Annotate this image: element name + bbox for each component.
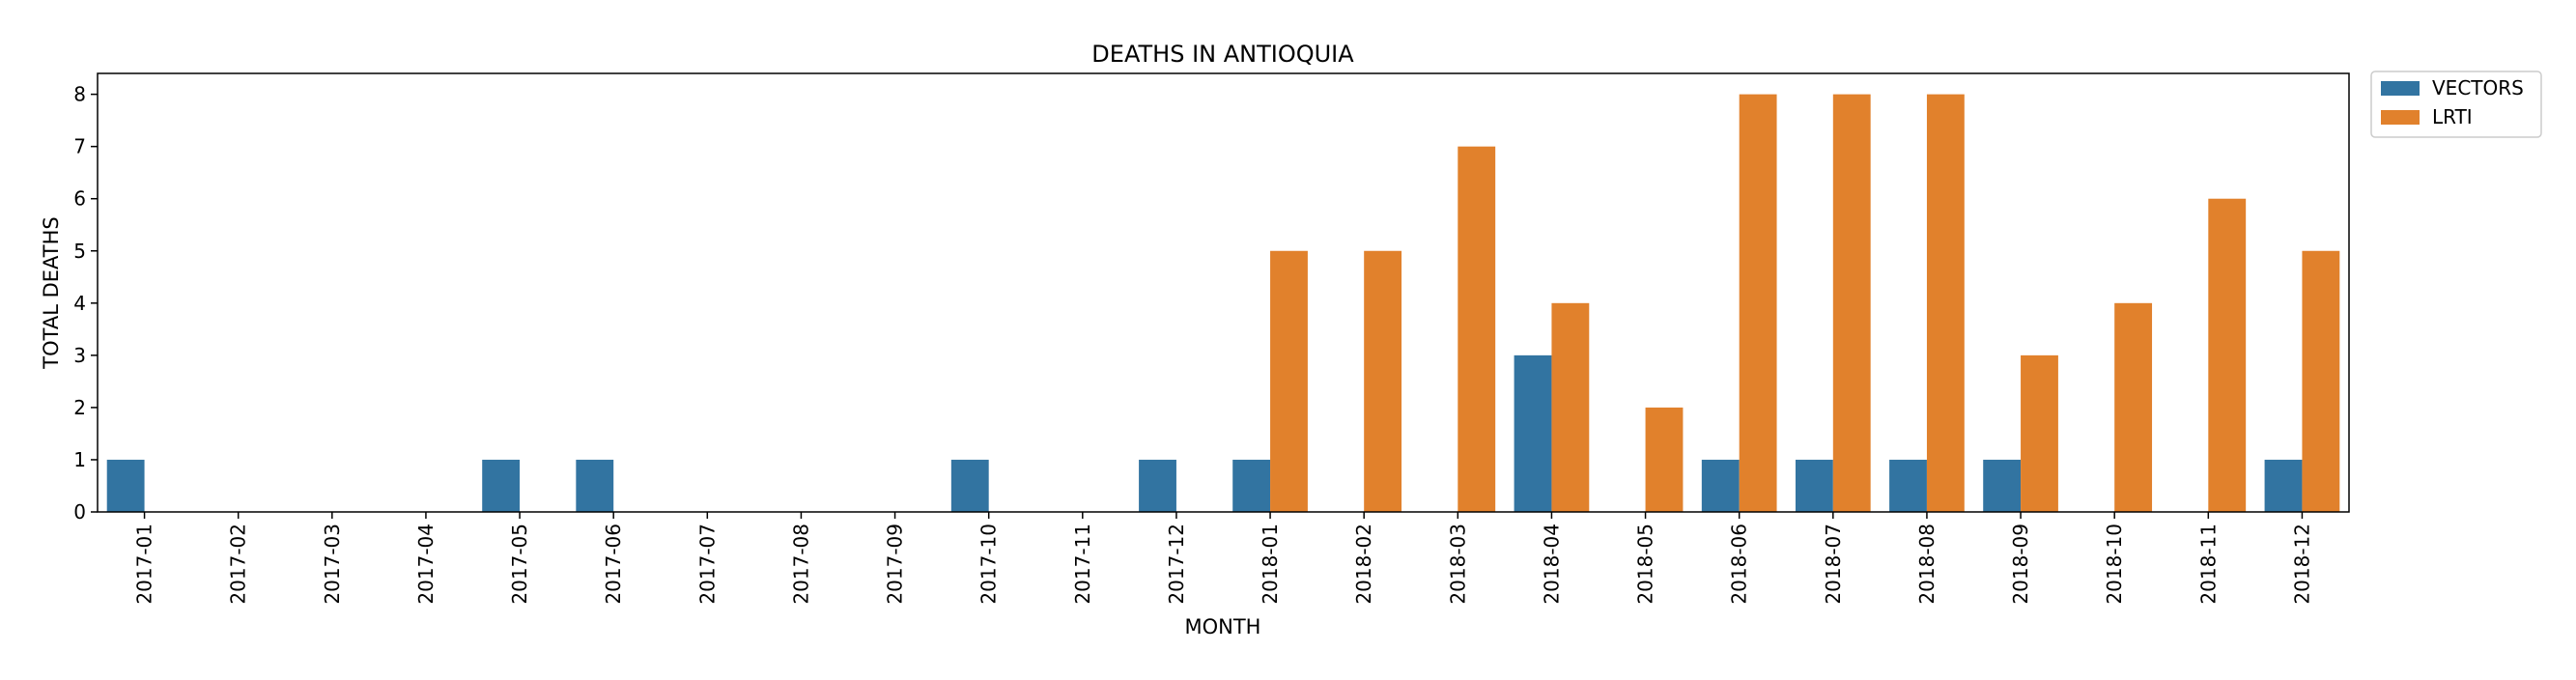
x-tick-label: 2018-07 [1822,524,1845,605]
bar-vectors-2017-12 [1139,459,1176,512]
legend-label-lrti: LRTI [2432,105,2473,128]
y-axis: 0 1 2 3 4 5 6 7 8 [73,83,98,524]
bar-lrti-2018-12 [2302,250,2340,512]
bar-vectors-2017-05 [482,459,521,512]
bar-lrti-2018-11 [2208,198,2247,512]
x-tick-label: 2017-01 [133,524,156,605]
x-tick-label: 2018-03 [1446,524,1469,605]
x-tick-label: 2017-11 [1071,524,1094,605]
x-tick-label: 2017-06 [602,524,625,605]
plot-frame [97,72,2350,513]
x-tick-label: 2018-10 [2103,524,2126,605]
bar-lrti-2018-03 [1458,146,1496,513]
x-tick-label: 2018-02 [1352,524,1375,605]
bar-vectors-2018-12 [2264,459,2303,512]
bar-lrti-2018-02 [1364,250,1402,512]
x-tick-label: 2017-10 [977,524,1001,605]
x-axis: 2017-01 2017-02 2017-03 2017-04 2017-05 2017-… [133,512,2313,605]
x-tick-label: 2017-12 [1165,524,1188,605]
legend-label-vectors: VECTORS [2432,76,2524,99]
x-tick-label: 2017-05 [508,524,531,605]
x-tick-label: 2018-04 [1540,524,1563,605]
bar-vectors-2018-09 [1983,459,2022,512]
bar-vectors-2017-01 [106,459,145,512]
x-tick-label: 2018-11 [2196,524,2220,605]
bar-vectors-2018-01 [1232,459,1271,512]
legend-swatch-vectors [2381,81,2420,96]
y-tick-label: 0 [73,500,86,524]
bar-vectors-2018-07 [1795,459,1833,512]
bar-vectors-2018-06 [1701,459,1740,512]
legend: VECTORS LRTI [2370,71,2542,138]
x-tick-label: 2018-06 [1728,524,1751,605]
bar-lrti-2018-07 [1832,94,1871,513]
bars-group [106,94,2340,513]
bar-lrti-2018-06 [1739,94,1777,513]
x-axis-title: MONTH [1185,615,1261,638]
bar-lrti-2018-08 [1926,94,1965,513]
x-tick-label: 2017-08 [789,524,812,605]
x-tick-label: 2017-04 [414,524,438,605]
x-tick-label: 2018-05 [1634,524,1657,605]
y-tick-label: 5 [73,240,86,263]
y-tick-label: 3 [73,344,86,367]
x-tick-label: 2018-09 [2009,524,2032,605]
x-tick-label: 2017-07 [695,524,719,605]
legend-swatch-lrti [2381,110,2420,125]
x-tick-label: 2018-01 [1259,524,1282,605]
y-axis-title: TOTAL DEATHS [40,216,63,369]
bar-lrti-2018-09 [2021,354,2058,512]
bar-lrti-2018-01 [1270,250,1308,512]
chart-title: DEATHS IN ANTIOQUIA [1091,41,1354,68]
x-tick-label: 2018-12 [2290,524,2313,605]
bar-vectors-2018-08 [1889,459,1927,512]
y-tick-label: 7 [73,135,86,158]
bar-vectors-2017-10 [950,459,989,512]
x-tick-label: 2017-03 [321,524,344,605]
y-tick-label: 8 [73,83,86,106]
bar-lrti-2018-04 [1551,302,1590,512]
bar-lrti-2018-05 [1645,407,1684,512]
bar-vectors-2018-04 [1514,354,1552,512]
bar-vectors-2017-06 [576,459,614,512]
y-tick-label: 2 [73,396,86,419]
bar-lrti-2018-10 [2114,302,2153,512]
x-tick-label: 2017-02 [227,524,250,605]
x-tick-label: 2018-08 [1915,524,1939,605]
y-tick-label: 4 [73,292,86,315]
y-tick-label: 1 [73,448,86,471]
x-tick-label: 2017-09 [884,524,907,605]
y-tick-label: 6 [73,187,86,211]
